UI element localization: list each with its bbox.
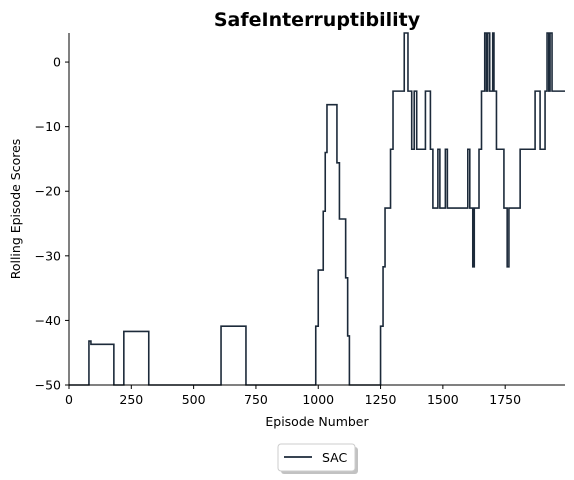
x-tick-label: 500 xyxy=(182,392,206,407)
x-tick-label: 1250 xyxy=(365,392,397,407)
plot-area: 0 250 500 750 1000 1250 1500 1750 0 −10 −20 −30 −40… xyxy=(35,32,565,407)
y-tick-label: −40 xyxy=(35,313,61,328)
x-tick-label: 750 xyxy=(244,392,268,407)
x-tick-label: 0 xyxy=(65,392,73,407)
x-tick-label: 1750 xyxy=(489,392,521,407)
y-axis-ticks: 0 −10 −20 −30 −40 −50 xyxy=(35,55,69,393)
x-axis-ticks: 0 250 500 750 1000 1250 1500 1750 xyxy=(65,385,521,407)
y-tick-label: −20 xyxy=(35,184,61,199)
y-tick-label: −10 xyxy=(35,119,61,134)
x-tick-label: 1500 xyxy=(427,392,459,407)
chart-title: SafeInterruptibility xyxy=(214,9,421,31)
legend: SAC xyxy=(277,443,358,474)
y-tick-label: −30 xyxy=(35,248,61,263)
x-axis-label: Episode Number xyxy=(265,414,369,429)
series-line-sac xyxy=(69,32,565,386)
series-layer xyxy=(69,32,565,386)
y-tick-label: 0 xyxy=(53,55,61,70)
y-axis-label: Rolling Episode Scores xyxy=(8,139,23,280)
legend-label-sac: SAC xyxy=(322,450,347,465)
y-tick-label: −50 xyxy=(35,378,61,393)
legend-box xyxy=(277,443,356,472)
x-tick-label: 1000 xyxy=(302,392,334,407)
x-tick-label: 250 xyxy=(119,392,143,407)
